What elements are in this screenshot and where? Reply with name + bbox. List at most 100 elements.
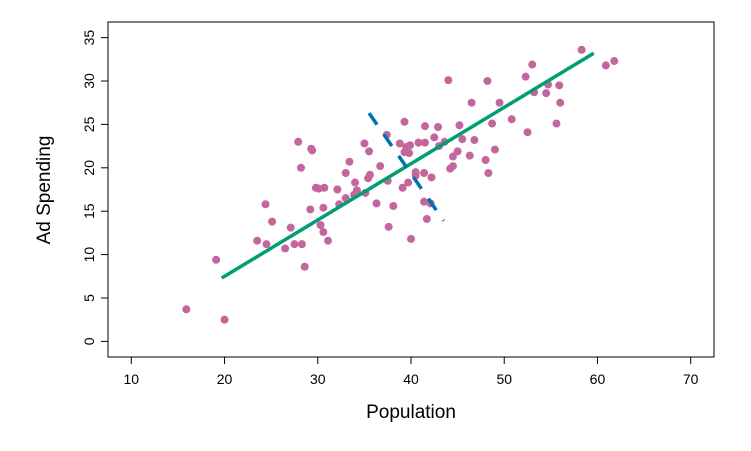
data-point xyxy=(455,121,464,130)
data-point xyxy=(481,155,490,164)
data-point xyxy=(319,203,328,212)
data-points xyxy=(182,45,619,324)
data-point xyxy=(495,98,504,107)
data-point xyxy=(400,117,409,126)
data-point xyxy=(420,138,429,147)
data-point xyxy=(300,262,309,271)
data-point xyxy=(286,223,295,232)
data-point xyxy=(411,168,420,177)
x-axis-label: Population xyxy=(366,402,456,423)
data-point xyxy=(470,136,479,145)
data-point xyxy=(360,139,369,148)
data-point xyxy=(384,222,393,231)
data-point xyxy=(448,152,457,161)
x-axis: 10 20 30 40 50 60 70 xyxy=(124,356,699,387)
x-tick-label: 70 xyxy=(683,371,699,387)
data-point xyxy=(316,221,325,230)
data-point xyxy=(319,228,328,237)
y-axis: 0 5 10 15 20 25 30 35 xyxy=(81,30,109,345)
data-point xyxy=(427,173,436,182)
data-point xyxy=(324,236,333,245)
data-point xyxy=(601,61,610,70)
data-point xyxy=(372,199,381,208)
data-point xyxy=(453,147,462,156)
data-point xyxy=(528,60,537,69)
data-point xyxy=(446,164,455,173)
data-point xyxy=(430,133,439,142)
y-tick-label: 30 xyxy=(81,73,97,89)
data-point xyxy=(404,178,413,187)
data-point xyxy=(376,162,385,171)
data-point xyxy=(523,128,532,137)
data-point xyxy=(307,144,316,153)
data-point xyxy=(420,169,429,178)
y-tick-label: 25 xyxy=(81,116,97,132)
x-tick-label: 20 xyxy=(217,371,233,387)
data-point xyxy=(555,81,564,90)
data-point xyxy=(420,122,429,131)
data-point xyxy=(268,217,277,226)
data-point xyxy=(507,115,516,124)
x-tick-label: 40 xyxy=(403,371,419,387)
x-tick-label: 30 xyxy=(310,371,326,387)
data-point xyxy=(521,72,530,81)
data-point xyxy=(281,244,290,253)
data-point xyxy=(420,197,429,206)
data-point xyxy=(296,163,305,172)
data-point xyxy=(262,240,271,249)
data-point xyxy=(253,236,262,245)
plot-frame xyxy=(107,21,715,358)
data-point xyxy=(398,183,407,192)
y-tick-label: 10 xyxy=(81,247,97,263)
data-point xyxy=(488,119,497,128)
data-point xyxy=(341,169,350,178)
data-point xyxy=(389,201,398,210)
data-point xyxy=(405,149,414,158)
y-tick-label: 20 xyxy=(81,160,97,176)
x-tick-label: 10 xyxy=(124,371,140,387)
y-tick-label: 5 xyxy=(81,294,97,302)
data-point xyxy=(542,89,551,98)
x-tick-label: 60 xyxy=(590,371,606,387)
data-point xyxy=(422,215,431,224)
data-point xyxy=(577,45,586,54)
data-point xyxy=(490,145,499,154)
data-point xyxy=(467,98,476,107)
data-point xyxy=(364,174,373,183)
data-point xyxy=(294,137,303,146)
y-axis-label: Ad Spending xyxy=(34,136,55,245)
data-point xyxy=(484,169,493,178)
second-principal-component-line xyxy=(367,112,446,222)
data-point xyxy=(365,147,374,156)
data-point xyxy=(345,157,354,166)
data-point xyxy=(351,178,360,187)
data-point xyxy=(556,98,565,107)
data-point xyxy=(610,57,619,66)
data-point xyxy=(552,119,561,128)
y-tick-label: 35 xyxy=(81,30,97,46)
y-tick-label: 0 xyxy=(81,337,97,345)
data-point xyxy=(261,200,270,209)
data-point xyxy=(444,76,453,85)
first-principal-component-line xyxy=(220,51,595,280)
data-point xyxy=(212,255,221,264)
data-point xyxy=(395,139,404,148)
data-point xyxy=(306,205,315,214)
x-tick-label: 50 xyxy=(496,371,512,387)
data-point xyxy=(407,234,415,243)
data-point xyxy=(290,240,299,249)
data-point xyxy=(434,123,443,132)
data-point xyxy=(465,151,474,160)
data-point xyxy=(483,77,492,86)
component-lines xyxy=(220,51,595,280)
data-point xyxy=(414,138,423,147)
data-point xyxy=(406,141,415,150)
data-point xyxy=(297,240,306,249)
data-point xyxy=(182,305,191,314)
data-point xyxy=(333,185,342,194)
y-tick-label: 15 xyxy=(81,203,97,219)
data-point xyxy=(458,135,467,144)
data-point xyxy=(220,315,229,324)
data-point xyxy=(314,184,323,193)
